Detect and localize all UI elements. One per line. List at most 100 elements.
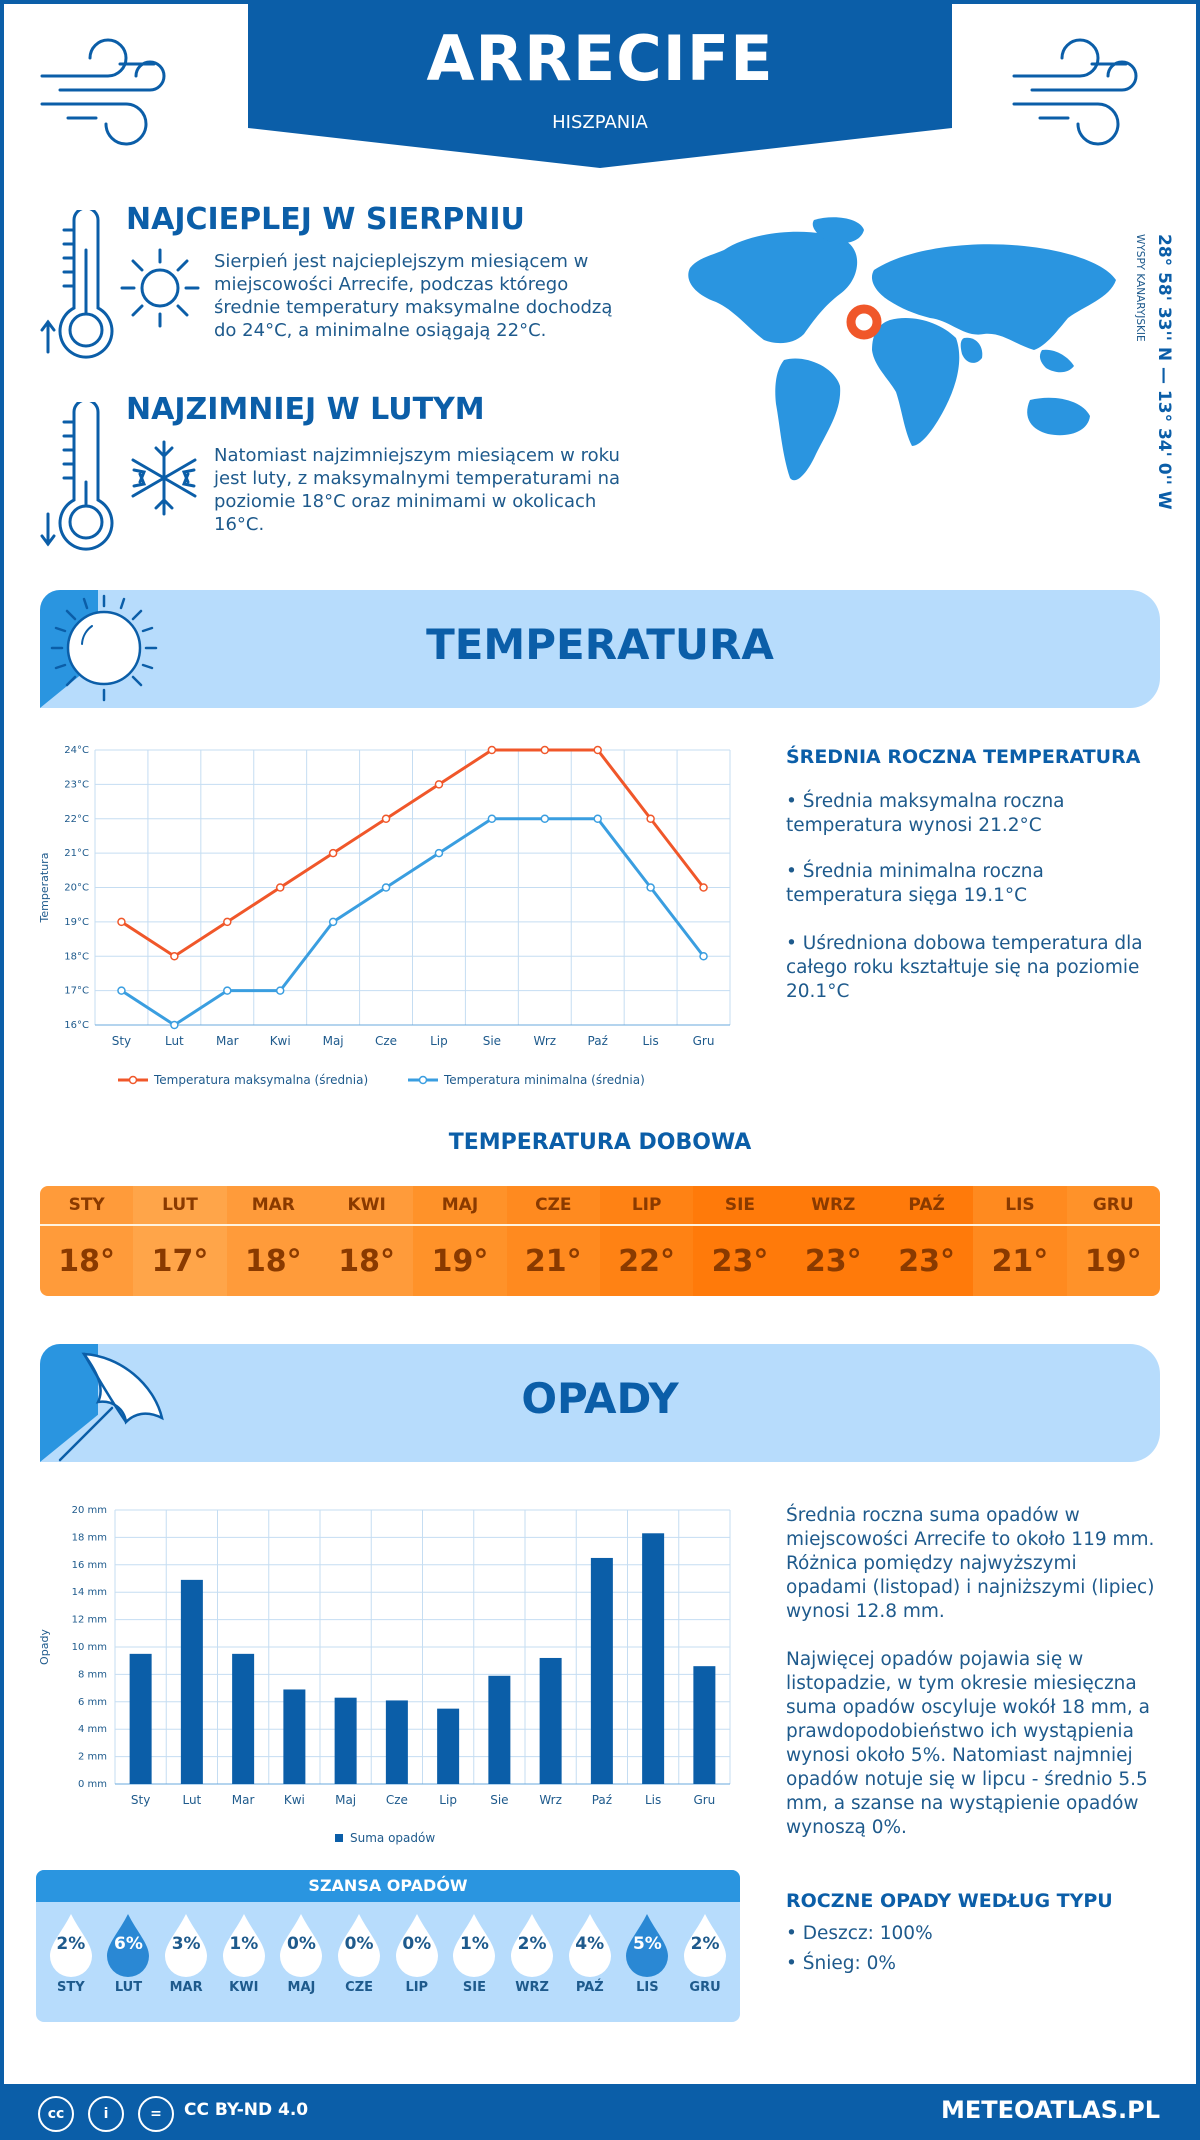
site-link[interactable]: METEOATLAS.PL (940, 2096, 1160, 2124)
x-tick-label: Paź (592, 1793, 612, 1807)
y-tick-label: 23°C (64, 779, 89, 790)
y-tick-label: 20 mm (72, 1505, 107, 1516)
x-tick-label: Sie (483, 1034, 501, 1048)
precip-chance-value: 1% (459, 1934, 489, 1954)
daily-month-label: KWI (347, 1195, 386, 1215)
legend-label: Temperatura maksymalna (średnia) (153, 1073, 368, 1087)
data-point (434, 780, 444, 789)
precip-chance-month: LIP (405, 1980, 429, 1995)
header-band (248, 0, 952, 128)
daily-month-label: WRZ (811, 1195, 856, 1215)
raindrop-icon (395, 1914, 438, 1977)
data-point (487, 814, 497, 823)
daily-temp-cell: LUT 17° (133, 1186, 227, 1296)
bar (385, 1700, 408, 1784)
daily-temp-value: 23° (786, 1224, 880, 1296)
bar (180, 1579, 203, 1784)
data-point (593, 745, 602, 755)
precip-chance-value: 0% (344, 1934, 374, 1954)
bar (283, 1689, 306, 1784)
daily-temp-cell: MAR 18° (226, 1186, 320, 1296)
daily-month-label: LIP (631, 1195, 662, 1215)
x-tick-label: Cze (386, 1793, 408, 1807)
x-tick-label: Lis (642, 1034, 658, 1048)
daily-temp-cell: PAŹ 23° (879, 1186, 974, 1296)
y-tick-label: 12 mm (72, 1615, 107, 1626)
precip-chance-month: MAR (169, 1980, 203, 1995)
daily-temp-value: 22° (599, 1224, 694, 1296)
precip-chance-item: 5% LIS (619, 1902, 675, 1995)
precip-chance-list: 2% STY 6% LUT 3% MAR 1% KWI 0% MAJ 0% CZE 0% LIP 1% SIE… (36, 1902, 740, 1995)
daily-temp-table: STY 18° LUT 17° MAR 18° KWI 18° MAJ 19° CZE 21° LIP 2… (40, 1186, 1160, 1296)
y-tick-label: 19°C (64, 917, 89, 928)
precip-chance-month: LIS (636, 1980, 659, 1995)
precip-chance-month: GRU (689, 1980, 721, 1995)
daily-temp-value: 23° (693, 1224, 787, 1296)
x-tick-label: Kwi (284, 1793, 305, 1807)
data-point (540, 814, 550, 823)
data-point (223, 986, 232, 995)
daily-month-label: MAR (251, 1195, 295, 1215)
snowflake-icon (131, 440, 197, 516)
daily-month-label: GRU (1092, 1195, 1134, 1215)
data-point (328, 848, 338, 858)
data-point (117, 986, 126, 995)
precip-chance-item: 1% KWI (216, 1902, 272, 1995)
bar (488, 1675, 511, 1784)
precip-chance-month: LUT (114, 1980, 143, 1995)
precip-chance-item: 2% GRU (677, 1902, 733, 1995)
daily-temp-value: 19° (413, 1224, 507, 1296)
series-line (120, 817, 705, 1027)
license-label: CC BY-ND 4.0 (184, 2100, 309, 2120)
y-tick-label: 6 mm (78, 1697, 107, 1708)
y-axis-label: Opady (38, 1629, 51, 1665)
precip-chance-item: 2% WRZ (504, 1902, 560, 1995)
daily-temp-cell: WRZ 23° (786, 1186, 880, 1296)
series-line (120, 748, 705, 959)
precip-chance-item: 3% MAR (158, 1902, 214, 1995)
x-tick-label: Lip (439, 1793, 457, 1807)
bar (129, 1653, 152, 1784)
daily-month-label: STY (68, 1195, 105, 1215)
daily-temp-cell: LIS 21° (973, 1186, 1067, 1296)
data-point (646, 883, 655, 892)
no-derivatives-icon: = (138, 2096, 174, 2132)
y-tick-label: 20°C (64, 883, 89, 894)
temperature-banner (40, 590, 1160, 708)
precip-type-rain: • Deszcz: 100% (786, 1923, 933, 1944)
sun-icon (50, 594, 158, 702)
bar (437, 1708, 460, 1784)
y-tick-label: 24°C (64, 745, 89, 756)
raindrop-icon (49, 1914, 92, 1977)
precip-chance-item: 0% MAJ (273, 1902, 329, 1995)
daily-temp-value: 17° (133, 1224, 227, 1296)
precip-chance-month: WRZ (515, 1980, 549, 1995)
x-tick-label: Cze (375, 1034, 397, 1048)
data-point (328, 917, 338, 927)
daily-temp-cell: STY 18° (40, 1186, 134, 1296)
sun-icon (120, 248, 200, 328)
precip-chance-month: CZE (345, 1980, 374, 1995)
precip-chance-value: 0% (402, 1934, 432, 1954)
annual-temp-max: • Średnia maksymalna roczna temperatura … (786, 791, 1065, 836)
daily-month-label: LUT (162, 1195, 198, 1215)
data-point (117, 917, 126, 927)
precip-chance-value: 3% (171, 1934, 201, 1954)
raindrop-icon (626, 1914, 669, 1977)
bar (232, 1653, 255, 1784)
daily-temp-cell: SIE 23° (693, 1186, 787, 1296)
raindrop-icon (684, 1914, 727, 1977)
data-point (170, 1020, 179, 1030)
coldest-text: Natomiast najzimniejszym miesiącem w rok… (214, 445, 621, 535)
thermometer-up-icon (40, 210, 114, 359)
x-tick-label: Mar (216, 1034, 239, 1048)
y-tick-label: 2 mm (78, 1752, 107, 1763)
raindrop-icon (568, 1914, 611, 1977)
location-marker (846, 304, 882, 340)
x-tick-label: Sie (490, 1793, 508, 1807)
x-tick-label: Wrz (539, 1793, 562, 1807)
data-point (381, 814, 391, 823)
precip-chance-item: 0% LIP (389, 1902, 445, 1995)
raindrop-icon (107, 1914, 150, 1977)
daily-month-label: SIE (724, 1195, 756, 1215)
